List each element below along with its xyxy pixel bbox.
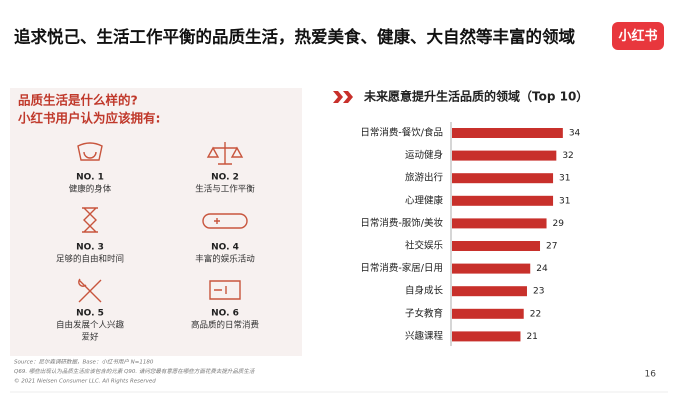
bar (452, 331, 521, 342)
value-label: 32 (562, 151, 573, 161)
category-label: 日常消费-家居/日用 (360, 262, 443, 274)
bar (452, 263, 531, 274)
icon-gamepad (202, 213, 248, 229)
item-text: 爱好 (81, 332, 99, 343)
value-label: 24 (536, 264, 548, 274)
item-text: 足够的自由和时间 (56, 254, 124, 265)
item-no: NO. 3 (76, 243, 104, 253)
category-label: 子女教育 (405, 307, 443, 319)
icon-balance (206, 142, 244, 165)
item-no: NO. 1 (76, 173, 104, 183)
bar (452, 195, 554, 206)
item-text: 高品质的日常消费 (191, 320, 260, 331)
value-label: 21 (526, 332, 537, 342)
item-no: NO. 4 (211, 243, 239, 253)
category-label: 兴趣课程 (405, 330, 444, 342)
item-no: NO. 6 (211, 309, 239, 319)
item-no: NO. 2 (211, 173, 239, 183)
category-label: 日常消费-餐饮/食品 (360, 127, 443, 139)
footnote: Source：尼尔森调研数据，Base：小红书用户 N=1180 (14, 359, 154, 366)
value-label: 23 (533, 287, 544, 297)
bar (452, 150, 557, 161)
chevrons (333, 91, 353, 103)
value-label: 27 (546, 242, 557, 252)
bar (452, 241, 541, 251)
icon-hourglass (82, 207, 98, 233)
icon-body (77, 142, 103, 161)
category-label: 旅游出行 (405, 172, 444, 184)
footnote: Q69. 哪些出现认为品质生活应该包含的元素 Q90. 请问您最有意愿在哪些方面… (14, 368, 256, 375)
slide-title: 追求悦己、生活工作平衡的品质生活，热爱美食、健康、大自然等丰富的领域 (14, 27, 576, 47)
category-label: 心理健康 (405, 194, 444, 206)
item-no: NO. 5 (76, 309, 104, 319)
icons (77, 142, 248, 303)
value-label: 34 (569, 129, 581, 139)
bar (452, 128, 563, 138)
value-label: 31 (559, 174, 570, 184)
category-label: 社交娱乐 (405, 240, 444, 252)
page-number: 16 (645, 370, 657, 380)
footnote: © 2021 Nielsen Consumer LLC. All Rights … (14, 378, 156, 385)
item-text: 丰富的娱乐活动 (195, 254, 255, 265)
item-text: 健康的身体 (69, 184, 112, 195)
category-label: 自身成长 (405, 285, 444, 297)
logo: 小红书 (618, 28, 657, 44)
item-text: 自由发展个人兴趣 (56, 320, 125, 331)
bar (452, 173, 554, 184)
bar (452, 286, 527, 297)
item-text: 生活与工作平衡 (195, 184, 255, 195)
chart-title: 未来愿意提升生活品质的领域（Top 10） (363, 89, 588, 104)
category-label: 日常消费-服饰/美妆 (360, 217, 443, 229)
panel-bg (10, 88, 302, 356)
value-label: 31 (559, 196, 570, 206)
value-label: 22 (530, 309, 541, 319)
category-label: 运动健身 (405, 149, 443, 161)
icon-card (209, 280, 241, 300)
logo-bg (612, 22, 664, 50)
bar (452, 308, 524, 319)
icon-tools (78, 278, 102, 303)
bar (452, 218, 547, 229)
panel-heading: 品质生活是什么样的? (18, 93, 138, 108)
panel-heading: 小红书用户认为应该拥有: (17, 111, 161, 126)
value-label: 29 (553, 219, 565, 229)
